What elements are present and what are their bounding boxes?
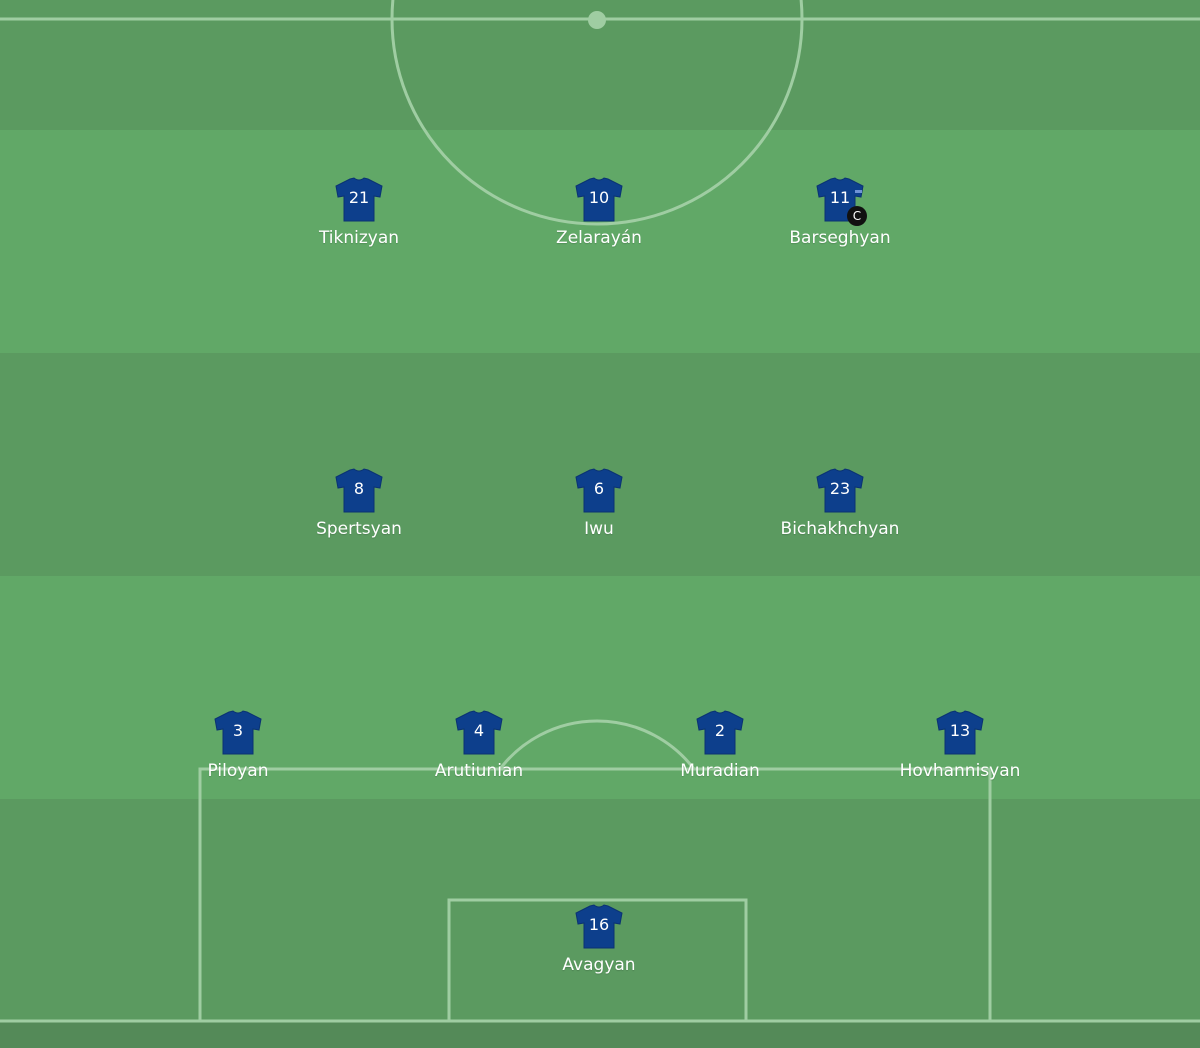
player-barseghyan[interactable]: 11 C Barseghyan (760, 177, 920, 248)
center-spot (588, 11, 606, 29)
shirt-number: 11 (829, 188, 851, 207)
player-zelarayán[interactable]: 10 Zelarayán (519, 177, 679, 248)
shirt-icon: 10 (574, 177, 624, 223)
shirt-number: 21 (348, 188, 370, 207)
player-arutiunian[interactable]: 4 Arutiunian (399, 710, 559, 781)
player-muradian[interactable]: 2 Muradian (640, 710, 800, 781)
player-name: Muradian (680, 761, 760, 781)
player-avagyan[interactable]: 16 Avagyan (519, 904, 679, 975)
shirt-number: 13 (949, 721, 971, 740)
shirt-number: 16 (588, 915, 610, 934)
shirt-number: 3 (232, 721, 244, 740)
center-circle (390, 0, 804, 226)
shirt-icon: 23 (815, 468, 865, 514)
player-name: Iwu (584, 519, 614, 539)
penalty-box (198, 767, 992, 1021)
player-spertsyan[interactable]: 8 Spertsyan (279, 468, 439, 539)
player-name: Arutiunian (434, 761, 524, 781)
player-tiknizyan[interactable]: 21 Tiknizyan (279, 177, 439, 248)
player-name: Piloyan (207, 761, 269, 781)
player-name: Barseghyan (789, 228, 891, 248)
shirt-number: 6 (593, 479, 605, 498)
shirt-number: 10 (588, 188, 610, 207)
shirt-icon: 16 (574, 904, 624, 950)
penalty-arc (498, 719, 696, 770)
shirt-number: 8 (353, 479, 365, 498)
player-name: Bichakhchyan (780, 519, 900, 539)
player-name: Tiknizyan (318, 228, 400, 248)
player-iwu[interactable]: 6 Iwu (519, 468, 679, 539)
player-hovhannisyan[interactable]: 13 Hovhannisyan (880, 710, 1040, 781)
player-name: Avagyan (562, 955, 636, 975)
shirt-number: 4 (473, 721, 485, 740)
shirt-icon: 13 (935, 710, 985, 756)
player-name: Spertsyan (316, 519, 402, 539)
shirt-icon: 8 (334, 468, 384, 514)
shirt-number: 23 (829, 479, 851, 498)
shirt-icon: 2 (695, 710, 745, 756)
shirt-number: 2 (714, 721, 726, 740)
player-bichakhchyan[interactable]: 23 Bichakhchyan (760, 468, 920, 539)
shirt-icon: 6 (574, 468, 624, 514)
shirt-icon: 21 (334, 177, 384, 223)
shirt-icon: 4 (454, 710, 504, 756)
shirt-icon: 11 C (815, 177, 867, 226)
goal-area (447, 898, 748, 1021)
player-piloyan[interactable]: 3 Piloyan (158, 710, 318, 781)
player-name: Zelarayán (556, 228, 642, 248)
shirt-icon: 3 (213, 710, 263, 756)
player-name: Hovhannisyan (899, 761, 1021, 781)
captain-badge: C (847, 206, 867, 226)
